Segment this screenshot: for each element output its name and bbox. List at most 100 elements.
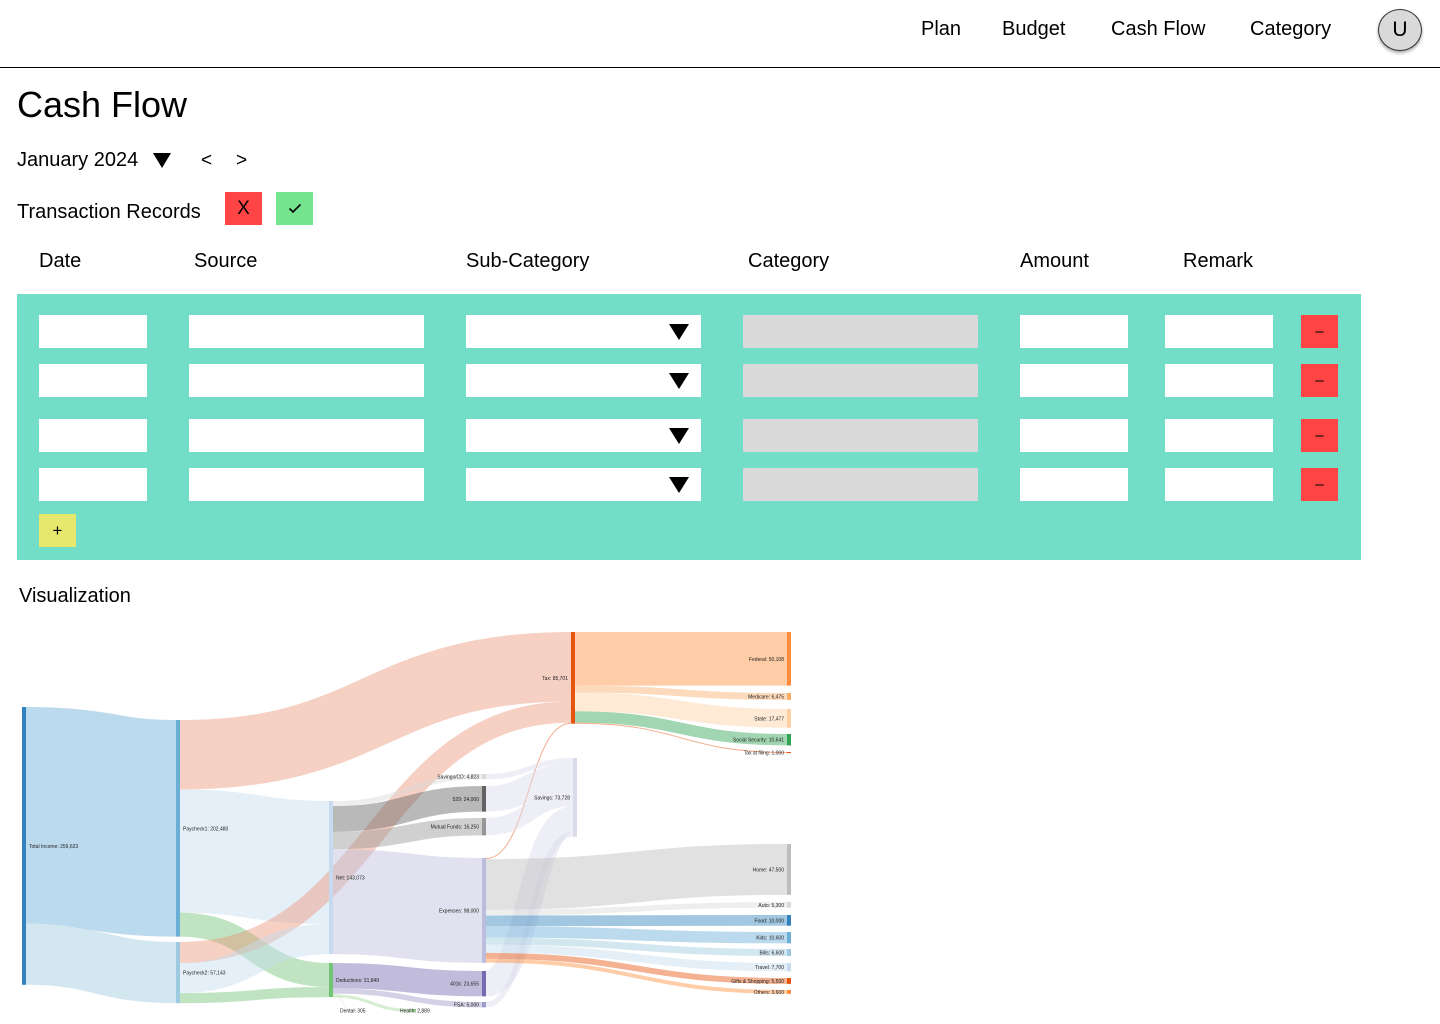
sankey-label-taxfiling: Tax at filing: 1,000 bbox=[744, 751, 785, 757]
sankey-link-net-s529 bbox=[332, 786, 483, 832]
sankey-label-state: State: 17,477 bbox=[754, 716, 784, 722]
minus-icon: – bbox=[1315, 323, 1324, 340]
sankey-link-deductions-dental bbox=[332, 993, 353, 1011]
nav-link-cash-flow[interactable]: Cash Flow bbox=[1111, 18, 1206, 40]
sankey-label-s529: 529: 24,000 bbox=[453, 797, 480, 803]
month-selector-label[interactable]: January 2024 bbox=[17, 149, 139, 171]
check-icon bbox=[288, 203, 301, 214]
sankey-label-health: Health: 2,889 bbox=[400, 1009, 430, 1015]
sankey-node-bills bbox=[787, 949, 791, 957]
remove-row-button[interactable]: – bbox=[1301, 419, 1338, 452]
source-field[interactable] bbox=[189, 468, 424, 501]
sankey-node-savings bbox=[573, 758, 577, 837]
minus-icon: – bbox=[1315, 427, 1324, 444]
col-header-date: Date bbox=[39, 250, 82, 272]
sankey-node-fsa bbox=[482, 1002, 486, 1008]
remove-row-button[interactable]: – bbox=[1301, 468, 1338, 501]
remove-row-button[interactable]: – bbox=[1301, 364, 1338, 397]
cancel-button[interactable]: X bbox=[225, 192, 262, 225]
confirm-button[interactable] bbox=[276, 192, 313, 225]
sankey-label-pay1: Paycheck1: 202,480 bbox=[183, 826, 229, 832]
chevron-down-icon bbox=[669, 324, 689, 340]
sankey-node-state bbox=[787, 709, 791, 728]
top-navbar: Plan Budget Cash Flow Category U bbox=[0, 0, 1440, 68]
sankey-link-expenses-others bbox=[485, 958, 788, 994]
category-field bbox=[743, 468, 978, 501]
remark-field[interactable] bbox=[1165, 419, 1273, 452]
chevron-down-icon[interactable] bbox=[153, 153, 171, 168]
sankey-label-dental: Dental: 305 bbox=[340, 1009, 366, 1015]
sub-category-select[interactable] bbox=[466, 315, 701, 348]
prev-month-button[interactable]: < bbox=[201, 150, 213, 171]
sankey-node-home bbox=[787, 844, 791, 895]
sankey-label-medicare: Medicare: 6,475 bbox=[748, 694, 784, 700]
sankey-node-health bbox=[412, 1009, 416, 1013]
sankey-label-savingscd: Savings/CD: 4,823 bbox=[437, 775, 479, 781]
date-field[interactable] bbox=[39, 364, 147, 397]
sub-category-select[interactable] bbox=[466, 364, 701, 397]
sankey-label-auto: Auto: 5,300 bbox=[758, 903, 784, 909]
sankey-label-pay2: Paycheck2: 57,143 bbox=[183, 971, 226, 977]
remove-row-button[interactable]: – bbox=[1301, 315, 1338, 348]
sankey-label-gifts: Gifts & Shopping: 5,500 bbox=[731, 979, 784, 985]
next-month-button[interactable]: > bbox=[236, 150, 248, 171]
nav-link-category[interactable]: Category bbox=[1250, 18, 1332, 40]
sankey-node-dental bbox=[352, 1010, 356, 1011]
source-field[interactable] bbox=[189, 315, 424, 348]
user-avatar-button[interactable]: U bbox=[1378, 9, 1422, 51]
visualization-heading: Visualization bbox=[19, 585, 131, 607]
date-field[interactable] bbox=[39, 468, 147, 501]
amount-field[interactable] bbox=[1020, 315, 1128, 348]
chevron-down-icon bbox=[669, 428, 689, 444]
sankey-link-expenses-auto bbox=[485, 902, 788, 916]
sankey-node-food bbox=[787, 915, 791, 926]
sankey-link-fsa-savings bbox=[485, 831, 574, 1008]
sankey-label-food: Food: 10,000 bbox=[755, 918, 785, 924]
sankey-node-expenses bbox=[482, 858, 486, 963]
amount-field[interactable] bbox=[1020, 364, 1128, 397]
cash-flow-sankey-chart: Total Income: 259,623 Paycheck1: 202,480 P… bbox=[22, 632, 791, 1015]
sankey-node-pay1 bbox=[176, 720, 180, 937]
remark-field[interactable] bbox=[1165, 315, 1273, 348]
nav-link-plan[interactable]: Plan bbox=[921, 18, 962, 40]
sub-category-select[interactable] bbox=[466, 468, 701, 501]
date-field[interactable] bbox=[39, 419, 147, 452]
transaction-records-heading: Transaction Records bbox=[17, 201, 201, 223]
source-field[interactable] bbox=[189, 419, 424, 452]
remark-field[interactable] bbox=[1165, 468, 1273, 501]
avatar-initial: U bbox=[1392, 18, 1408, 41]
remark-field[interactable] bbox=[1165, 364, 1273, 397]
sankey-node-net bbox=[329, 801, 333, 955]
date-field[interactable] bbox=[39, 315, 147, 348]
plus-icon: + bbox=[52, 520, 63, 540]
category-field bbox=[743, 315, 978, 348]
sankey-node-auto bbox=[787, 902, 791, 908]
sankey-link-expenses-food bbox=[485, 915, 788, 927]
sankey-node-pay2 bbox=[176, 942, 180, 1004]
amount-field[interactable] bbox=[1020, 468, 1128, 501]
sankey-node-medicare bbox=[787, 693, 791, 700]
sankey-link-deductions-health bbox=[332, 994, 413, 1013]
sankey-node-savingscd bbox=[482, 774, 486, 780]
nav-link-budget[interactable]: Budget bbox=[1002, 18, 1066, 40]
sankey-link-expenses-travel bbox=[485, 944, 788, 972]
source-field[interactable] bbox=[189, 364, 424, 397]
sankey-node-others bbox=[787, 990, 791, 994]
sankey-node-kids bbox=[787, 932, 791, 944]
sankey-node-federal bbox=[787, 632, 791, 686]
minus-icon: – bbox=[1315, 476, 1324, 493]
sankey-link-net-expenses bbox=[332, 849, 483, 963]
col-header-sub-category: Sub-Category bbox=[466, 250, 590, 272]
sankey-link-expenses-kids bbox=[485, 926, 788, 944]
col-header-category: Category bbox=[748, 250, 830, 272]
minus-icon: – bbox=[1315, 372, 1324, 389]
sankey-link-pay1-tax bbox=[179, 632, 572, 790]
sub-category-select[interactable] bbox=[466, 419, 701, 452]
amount-field[interactable] bbox=[1020, 419, 1128, 452]
sankey-node-s529 bbox=[482, 786, 486, 812]
sankey-node-travel bbox=[787, 963, 791, 972]
sankey-link-savingscd-savings bbox=[485, 757, 574, 780]
col-header-remark: Remark bbox=[1183, 250, 1254, 272]
add-row-button[interactable]: + bbox=[39, 514, 76, 547]
sankey-link-deductions-k401 bbox=[332, 962, 483, 997]
